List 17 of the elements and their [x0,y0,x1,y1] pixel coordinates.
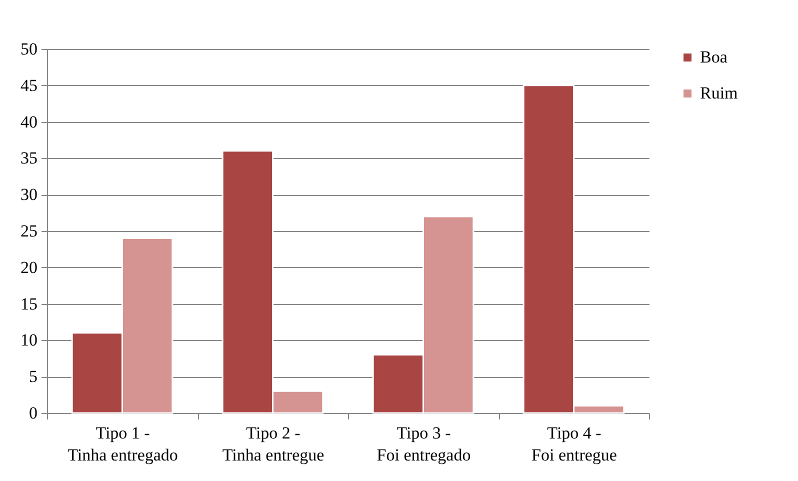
y-tick-label: 25 [20,222,38,240]
y-tick-label: 20 [20,258,38,277]
legend-label: Ruim [700,84,738,102]
legend-label: Boa [700,48,728,66]
x-tick-label: Tipo 2 - Tinha entregue [222,424,324,464]
y-tick-label: 30 [20,185,38,204]
x-tick-label: Tipo 3 - Foi entregado [376,424,471,464]
x-tick-label: Tipo 1 - Tinha entregado [68,424,178,464]
x-tick-label: Tipo 4 - Foi entregue [532,424,617,464]
y-tick-label: 40 [20,112,38,132]
y-tick-label: 50 [20,40,38,58]
y-tick-label: 0 [29,404,38,422]
y-tick-label: 5 [29,367,38,386]
y-tick-label: 15 [20,294,38,314]
y-tick-label: 45 [20,76,38,95]
y-tick-label: 35 [20,148,38,168]
y-tick-label: 10 [20,330,38,350]
